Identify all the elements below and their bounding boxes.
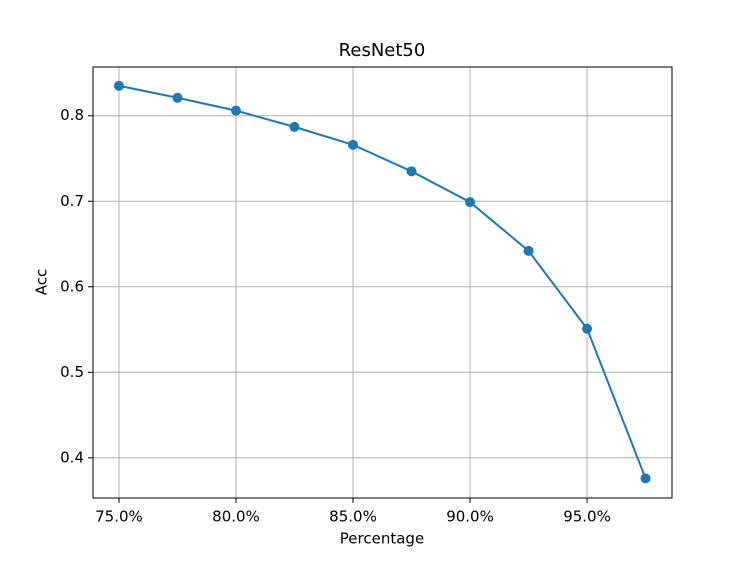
data-point xyxy=(289,121,300,132)
data-point xyxy=(348,139,359,150)
y-axis-label: Acc xyxy=(33,269,51,296)
data-line xyxy=(118,84,647,479)
data-point xyxy=(582,323,593,334)
data-point xyxy=(465,197,476,208)
y-tick-label: 0.6 xyxy=(60,277,84,295)
y-tick-label: 0.5 xyxy=(60,363,84,381)
x-tick-label: 95.0% xyxy=(563,508,611,526)
data-point xyxy=(172,92,183,103)
y-tick-label: 0.4 xyxy=(60,448,84,466)
x-tick-label: 75.0% xyxy=(95,508,143,526)
chart-title: ResNet50 xyxy=(339,40,426,61)
y-tick-label: 0.8 xyxy=(60,106,84,124)
data-point xyxy=(406,166,417,177)
x-tick-label: 80.0% xyxy=(212,508,260,526)
x-axis-label: Percentage xyxy=(340,530,424,548)
x-tick-label: 85.0% xyxy=(329,508,377,526)
data-point xyxy=(230,105,241,116)
plot-frame xyxy=(92,66,673,499)
data-point xyxy=(113,80,124,91)
x-tick-label: 90.0% xyxy=(446,508,494,526)
y-tick-label: 0.7 xyxy=(60,192,84,210)
data-point xyxy=(523,245,534,256)
data-point xyxy=(640,473,651,484)
